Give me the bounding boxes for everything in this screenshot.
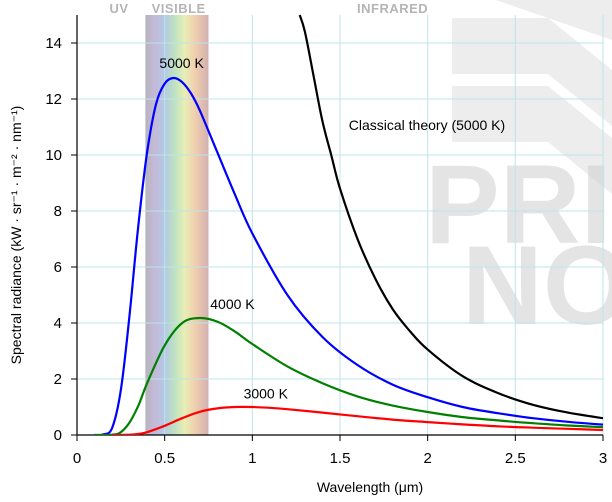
x-tick-label: 2 xyxy=(423,450,431,467)
series-annotation: 4000 K xyxy=(210,296,255,312)
band-label-infrared: INFRARED xyxy=(357,1,428,16)
series-line-3000-k xyxy=(112,405,603,435)
series-annotation: 5000 K xyxy=(159,55,204,71)
series-annotation: Classical theory (5000 K) xyxy=(349,117,505,133)
x-tick-label: 1 xyxy=(248,450,256,467)
x-tick-label: 1.5 xyxy=(330,450,351,467)
watermark: PRIVATE NOTE xyxy=(425,0,612,348)
y-tick-label: 0 xyxy=(54,427,62,444)
band-label-uv: UV xyxy=(110,1,129,16)
y-tick-label: 10 xyxy=(45,147,62,164)
y-tick-label: 2 xyxy=(54,371,62,388)
x-tick-label: 3 xyxy=(599,450,607,467)
y-axis-title: Spectral radiance (kW · sr⁻¹ · m⁻² · nm⁻… xyxy=(8,106,24,365)
y-tick-label: 14 xyxy=(45,35,62,52)
y-tick-label: 6 xyxy=(54,259,62,276)
y-tick-label: 12 xyxy=(45,91,62,108)
x-tick-label: 0.5 xyxy=(154,450,175,467)
series-line-classical-theory-5000-k xyxy=(298,14,603,420)
series-line-4000-k xyxy=(94,316,603,435)
series-annotation: 3000 K xyxy=(244,386,289,402)
x-tick-label: 2.5 xyxy=(505,450,526,467)
x-tick-label: 0 xyxy=(73,450,81,467)
watermark-line-1: PRIVATE xyxy=(425,142,612,267)
y-tick-label: 4 xyxy=(54,315,62,332)
band-label-visible: VISIBLE xyxy=(152,1,206,16)
x-axis-title: Wavelength (μm) xyxy=(317,479,423,495)
y-tick-label: 8 xyxy=(54,203,62,220)
series-line-5000-k xyxy=(94,76,603,435)
watermark-line-2: NOTE xyxy=(462,223,612,348)
